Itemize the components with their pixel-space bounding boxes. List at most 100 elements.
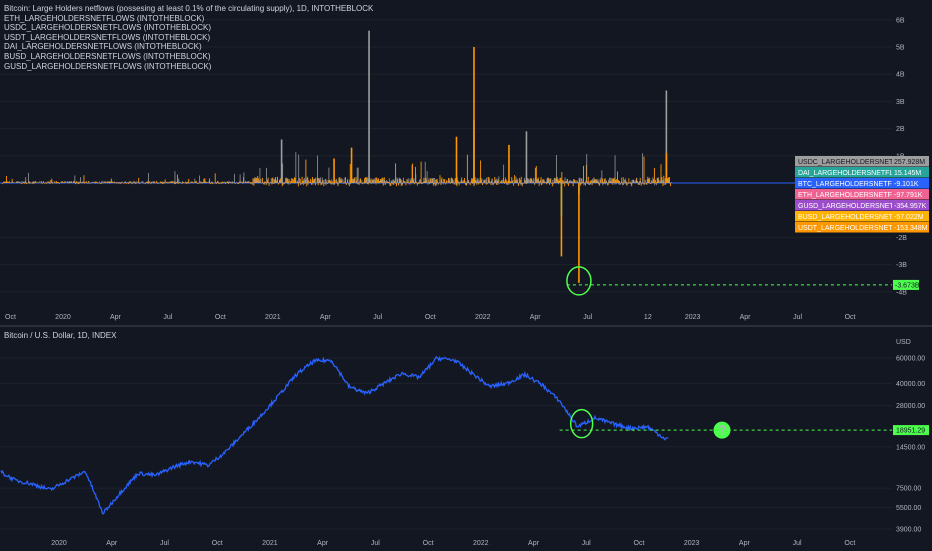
pane-divider[interactable] [0, 325, 932, 326]
legend-usdt[interactable]: USDT_LARGEHOLDERSNETFLOWS (INTOTHEBLOCK) [4, 32, 211, 42]
question-mark-text: ? [718, 423, 726, 438]
y-tick-label: -2B [896, 235, 907, 242]
btc-price-line [0, 355, 669, 515]
value-tag-value-bg [892, 222, 929, 233]
value-tag-value-bg [892, 156, 929, 167]
x-tick-label: Oct [844, 540, 855, 547]
value-tag-value: 257.928M [894, 159, 925, 166]
y-tick-label: 3900.00 [896, 527, 921, 534]
price-tag-value: 18951.29 [896, 428, 925, 435]
x-tick-label: Jul [371, 540, 380, 547]
y-tick-label: 60000.00 [896, 356, 925, 363]
value-tag-value-bg [892, 178, 929, 189]
y-tick-label: 5B [896, 45, 905, 52]
value-tag-value: 15.145M [894, 170, 921, 177]
value-tag-label-bg [795, 200, 892, 211]
x-tick-label: Jul [373, 314, 382, 321]
highlight-circle [569, 408, 594, 439]
x-tick-label: 2022 [475, 314, 491, 321]
price-legend: Bitcoin / U.S. Dollar, 1D, INDEX [4, 331, 116, 341]
value-tag-label-bg [795, 167, 892, 178]
netflows-chart: 6B5B4B3B2B1B-2B-3B-4BUSDC_LARGEHOLDERSNE… [0, 17, 929, 321]
value-tag-value-bg [892, 200, 929, 211]
value-tag-value-bg [892, 167, 929, 178]
y-tick-label: -4B [896, 289, 907, 296]
x-tick-label: Apr [320, 314, 332, 321]
x-tick-label: Oct [215, 314, 226, 321]
value-tag-label-bg [795, 189, 892, 200]
x-tick-label: Apr [110, 314, 122, 321]
currency-label: USD [896, 339, 911, 346]
x-tick-label: Oct [212, 540, 223, 547]
netflows-pane: 6B5B4B3B2B1B-2B-3B-4BUSDC_LARGEHOLDERSNE… [0, 4, 929, 321]
x-tick-label: Jul [793, 314, 802, 321]
x-tick-label: 2021 [262, 540, 278, 547]
x-tick-label: Apr [106, 540, 118, 547]
x-tick-label: Jul [793, 540, 802, 547]
netflows-title: Bitcoin: Large Holders netflows (possesi… [4, 4, 374, 13]
y-tick-label: 6B [896, 17, 905, 24]
netflows-legend: Bitcoin: Large Holders netflows (possesi… [4, 4, 373, 71]
price-title: Bitcoin / U.S. Dollar, 1D, INDEX [4, 331, 117, 340]
x-tick-label: Jul [163, 314, 172, 321]
value-tag-name: BUSD_LARGEHOLDERSNETFLOWS [798, 214, 918, 221]
marker-tag-bg [893, 279, 919, 290]
legend-gusd[interactable]: GUSD_LARGEHOLDERSNETFLOWS (INTOTHEBLOCK) [4, 61, 212, 71]
x-tick-label: 2021 [265, 314, 281, 321]
value-tag-value: -153.348M [894, 225, 928, 232]
value-tag-value: -97.791K [894, 192, 923, 199]
marker-tag-value: -3.673B [895, 282, 920, 289]
y-tick-label: -3B [896, 262, 907, 269]
x-tick-label: Apr [530, 314, 542, 321]
y-tick-label: 28000.00 [896, 403, 925, 410]
price-tag-bg [893, 425, 929, 436]
x-tick-label: 2022 [473, 540, 489, 547]
x-tick-label: Apr [317, 540, 329, 547]
y-tick-label: 40000.00 [896, 381, 925, 388]
x-tick-label: Oct [423, 540, 434, 547]
x-tick-label: Apr [528, 540, 540, 547]
value-tag-value: -9.101K [894, 181, 919, 188]
netflow-bars [1, 30, 672, 283]
y-tick-label: 3B [896, 99, 905, 106]
highlight-circle [566, 266, 592, 296]
y-tick-label: 14500.00 [896, 444, 925, 451]
value-tag-name: USDC_LARGEHOLDERSNETFLOWS [798, 159, 919, 166]
legend-busd[interactable]: BUSD_LARGEHOLDERSNETFLOWS (INTOTHEBLOCK) [4, 51, 211, 61]
y-tick-label: 7500.00 [896, 486, 921, 493]
x-tick-label: Oct [5, 314, 16, 321]
value-tag-name: ETH_LARGEHOLDERSNETFLOWS [798, 192, 913, 199]
x-tick-label: 12 [644, 314, 652, 321]
value-tag-value: -57.022M [894, 214, 924, 221]
question-badge[interactable] [713, 421, 731, 439]
x-tick-label: Apr [739, 540, 751, 547]
value-tag-label-bg [795, 156, 892, 167]
value-tag-label-bg [795, 222, 892, 233]
value-tag-name: DAI_LARGEHOLDERSNETFLOWS [798, 170, 910, 177]
price-pane: USD 60000.00 40000.00 28000.00 14500.00 7500.… [0, 326, 932, 551]
value-tag-value-bg [892, 211, 929, 222]
value-tag-label-bg [795, 178, 892, 189]
x-tick-label: Jul [582, 540, 591, 547]
x-tick-label: 2023 [685, 314, 701, 321]
value-tag-value: -354.957K [894, 203, 927, 210]
value-tag-name: GUSD_LARGEHOLDERSNETFLOWS [798, 203, 919, 210]
y-tick-label: 4B [896, 72, 905, 79]
y-tick-label: 5500.00 [896, 505, 921, 512]
x-tick-label: Jul [160, 540, 169, 547]
price-chart: USD 60000.00 40000.00 28000.00 14500.00 7500.… [0, 339, 929, 547]
y-tick-label: 2B [896, 126, 905, 133]
x-tick-label: Apr [740, 314, 752, 321]
legend-usdc[interactable]: USDC_LARGEHOLDERSNETFLOWS (INTOTHEBLOCK) [4, 23, 211, 33]
value-tag-label-bg [795, 211, 892, 222]
legend-eth[interactable]: ETH_LARGEHOLDERSNETFLOWS (INTOTHEBLOCK) [4, 13, 205, 23]
x-tick-label: 2023 [684, 540, 700, 547]
value-tag-value-bg [892, 189, 929, 200]
value-tag-name: BTC_LARGEHOLDERSNETFLOWS [798, 181, 913, 188]
x-tick-label: Oct [845, 314, 856, 321]
legend-dai[interactable]: DAI_LARGEHOLDERSNETFLOWS (INTOTHEBLOCK) [4, 42, 202, 52]
x-tick-label: 2020 [51, 540, 67, 547]
value-tag-name: USDT_LARGEHOLDERSNETFLOWS [798, 225, 918, 232]
x-tick-label: Jul [583, 314, 592, 321]
x-tick-label: Oct [634, 540, 645, 547]
